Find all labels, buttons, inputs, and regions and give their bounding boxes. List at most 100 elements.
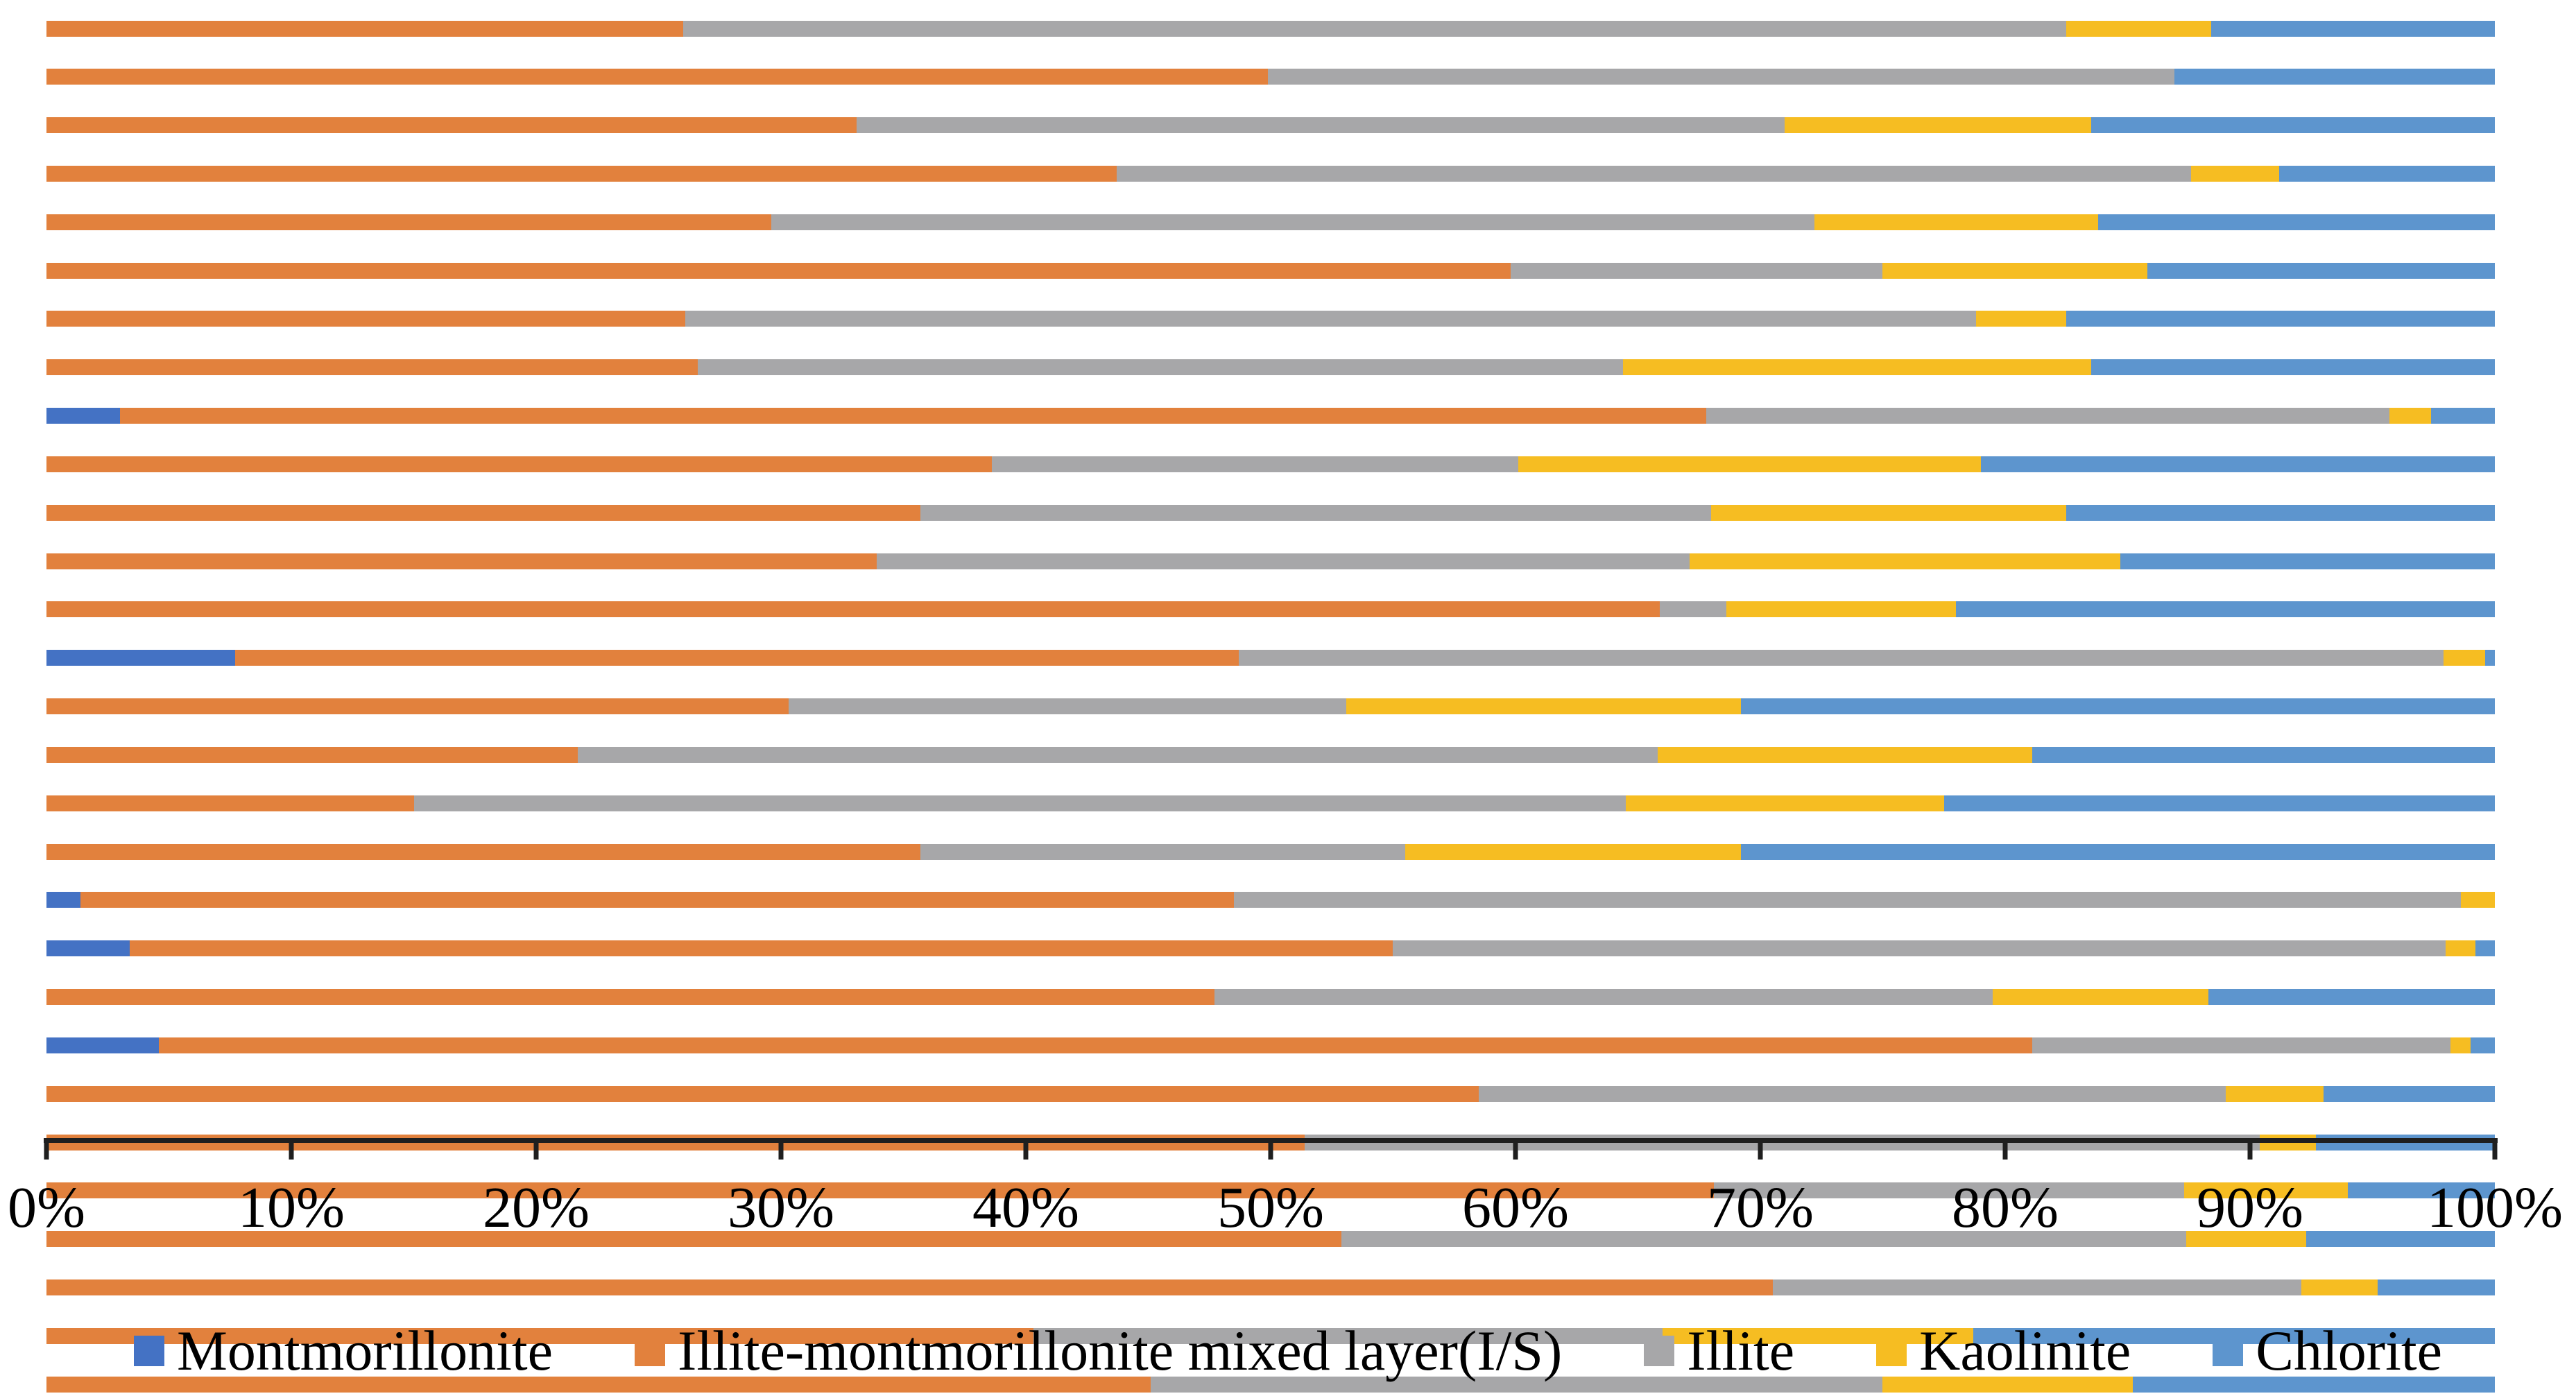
bar-segment-kaolinite	[2446, 940, 2475, 957]
stacked-bar	[46, 940, 2495, 957]
bar-segment-illite-montmorillonite-mixed-layer-i-s	[119, 408, 1707, 424]
stacked-bar	[46, 1376, 2495, 1393]
bar-segment-kaolinite	[1785, 117, 2091, 134]
bar-segment-illite	[697, 359, 1624, 376]
bar-segment-illite-montmorillonite-mixed-layer-i-s	[46, 359, 698, 376]
stacked-bar	[46, 892, 2495, 908]
legend-label-montmorillonite: Montmorillonite	[176, 1319, 553, 1382]
x-axis-tick	[778, 1138, 784, 1160]
bar-row	[46, 1327, 2495, 1365]
bar-segment-illite-montmorillonite-mixed-layer-i-s	[46, 1279, 1773, 1296]
bar-segment-kaolinite	[1346, 698, 1741, 715]
bar-row	[46, 843, 2495, 881]
bar-segment-illite	[1660, 601, 1726, 618]
bar-segment-chlorite	[2132, 1376, 2495, 1393]
bar-segment-illite	[1234, 892, 2461, 908]
bar-segment-illite-montmorillonite-mixed-layer-i-s	[46, 20, 683, 37]
bar-row	[46, 262, 2495, 300]
bar-segment-chlorite	[2174, 69, 2495, 85]
bar-segment-kaolinite	[2191, 165, 2280, 182]
bar-segment-illite-montmorillonite-mixed-layer-i-s	[46, 843, 921, 860]
bar-segment-chlorite	[2120, 553, 2495, 569]
plot-area	[46, 10, 2495, 1393]
bar-row	[46, 940, 2495, 978]
bar-row	[46, 504, 2495, 542]
stacked-bar	[46, 746, 2495, 763]
bar-segment-chlorite	[2470, 1037, 2495, 1053]
x-axis-tick-label: 20%	[483, 1175, 590, 1240]
bar-row	[46, 1376, 2495, 1396]
x-axis-tick	[1513, 1138, 1518, 1160]
stacked-bar	[46, 69, 2495, 85]
bar-segment-illite	[857, 117, 1785, 134]
bar-segment-kaolinite	[2186, 1231, 2307, 1248]
bar-segment-illite	[1033, 1327, 1663, 1344]
bar-segment-illite-montmorillonite-mixed-layer-i-s	[46, 456, 992, 472]
stacked-bar	[46, 20, 2495, 37]
x-axis-tick	[289, 1138, 294, 1160]
x-axis-tick-label: 30%	[728, 1175, 834, 1240]
bar-segment-kaolinite	[2443, 650, 2485, 666]
bar-segment-illite-montmorillonite-mixed-layer-i-s	[234, 650, 1239, 666]
bar-segment-illite	[1268, 69, 2174, 85]
bar-segment-illite-montmorillonite-mixed-layer-i-s	[46, 553, 877, 569]
bar-segment-illite	[1706, 408, 2390, 424]
bar-segment-chlorite	[1943, 795, 2495, 811]
bar-segment-chlorite	[2323, 1085, 2495, 1102]
bar-row	[46, 165, 2495, 203]
bar-segment-kaolinite	[1711, 504, 2067, 521]
legend: Montmorillonite Illite-montmorillonite mi…	[0, 1316, 2576, 1386]
x-axis-tick-label: 10%	[238, 1175, 345, 1240]
bar-row	[46, 746, 2495, 784]
bar-segment-illite-montmorillonite-mixed-layer-i-s	[130, 940, 1393, 957]
bar-segment-kaolinite	[1625, 795, 1944, 811]
bar-segment-chlorite	[2208, 989, 2495, 1006]
legend-item-montmorillonite: Montmorillonite	[133, 1319, 553, 1382]
bar-segment-illite-montmorillonite-mixed-layer-i-s	[159, 1037, 2032, 1053]
stacked-bar	[46, 504, 2495, 521]
bar-segment-illite-montmorillonite-mixed-layer-i-s	[46, 1376, 1151, 1393]
bar-segment-chlorite	[2306, 1231, 2495, 1248]
x-axis-tick-label: 90%	[2197, 1175, 2303, 1240]
legend-swatch-montmorillonite	[133, 1336, 164, 1366]
bar-row	[46, 1085, 2495, 1123]
bar-segment-illite	[788, 698, 1347, 715]
x-axis-ticks	[44, 1138, 2498, 1160]
bar-row	[46, 1279, 2495, 1317]
bar-segment-illite	[1116, 165, 2192, 182]
bar-segment-illite-montmorillonite-mixed-layer-i-s	[46, 601, 1660, 618]
bar-row	[46, 601, 2495, 639]
bar-segment-montmorillonite	[46, 408, 120, 424]
bar-row	[46, 795, 2495, 833]
bar-segment-kaolinite	[1814, 214, 2099, 230]
bar-segment-kaolinite	[2225, 1085, 2324, 1102]
x-axis-tick	[2002, 1138, 2008, 1160]
bar-segment-chlorite	[2066, 504, 2495, 521]
bar-segment-kaolinite	[1518, 456, 1981, 472]
bar-row	[46, 1037, 2495, 1075]
bar-segment-illite	[2032, 1037, 2451, 1053]
bar-segment-illite-montmorillonite-mixed-layer-i-s	[46, 795, 414, 811]
bar-segment-montmorillonite	[46, 1037, 160, 1053]
bar-segment-illite	[413, 795, 1626, 811]
stacked-bar	[46, 1085, 2495, 1102]
stacked-bar	[46, 1182, 2495, 1199]
bar-row	[46, 311, 2495, 348]
bar-row	[46, 892, 2495, 929]
stacked-bar	[46, 1231, 2495, 1248]
stacked-bar	[46, 650, 2495, 666]
stacked-bar	[46, 456, 2495, 472]
bar-segment-illite	[920, 504, 1712, 521]
legend-swatch-illite-montmorillonite-mixed-layer-i-s	[635, 1336, 666, 1366]
bar-segment-chlorite	[1956, 601, 2495, 618]
legend-label-illite-montmorillonite-mixed-layer-i-s: Illite-montmorillonite mixed layer(I/S)	[678, 1319, 1563, 1382]
bar-segment-illite-montmorillonite-mixed-layer-i-s	[46, 989, 1214, 1006]
bar-segment-chlorite	[2377, 1279, 2495, 1296]
x-axis-tick	[1023, 1138, 1029, 1160]
x-axis-tick	[533, 1138, 539, 1160]
bar-segment-chlorite	[2431, 408, 2495, 424]
bar-segment-chlorite	[2032, 746, 2495, 763]
bar-segment-illite	[876, 553, 1690, 569]
bar-segment-chlorite	[2348, 1182, 2495, 1199]
bar-segment-chlorite	[2210, 20, 2495, 37]
